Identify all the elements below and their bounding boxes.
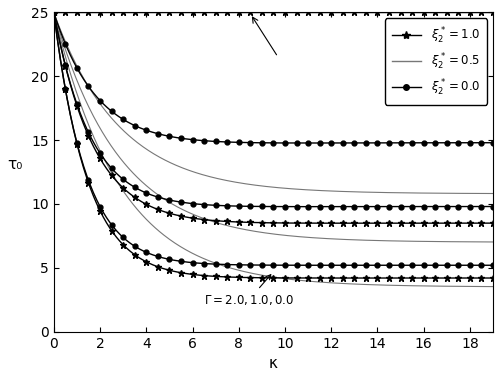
Text: $\Gamma = 2.0, 1.0, 0.0$: $\Gamma = 2.0, 1.0, 0.0$ (204, 275, 294, 307)
Y-axis label: τ₀: τ₀ (7, 157, 22, 172)
Legend: $\xi^*_2 = 1.0$, $\xi^*_2 = 0.5$, $\xi^*_2 = 0.0$: $\xi^*_2 = 1.0$, $\xi^*_2 = 0.5$, $\xi^*… (384, 19, 487, 105)
X-axis label: κ: κ (269, 356, 278, 371)
